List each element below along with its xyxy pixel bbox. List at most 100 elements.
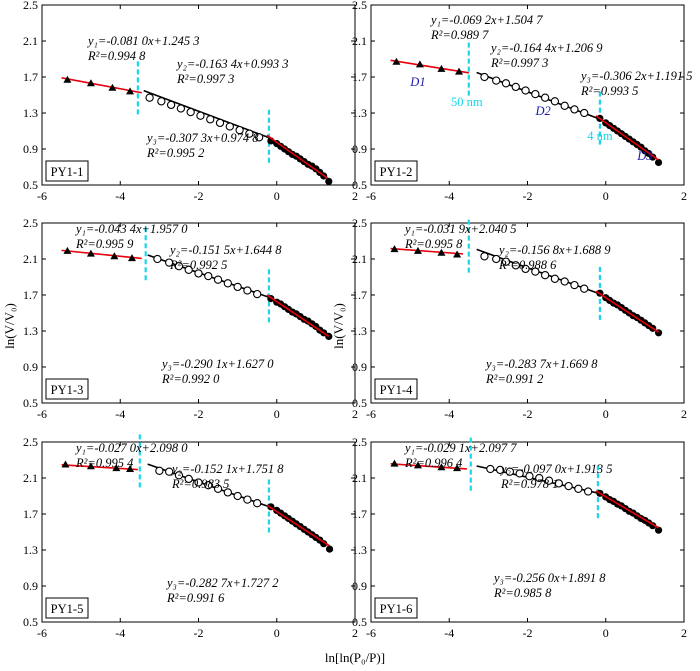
- circle-point: [480, 72, 489, 82]
- y-tick-label: 0.9: [352, 579, 367, 593]
- panel-tag: PY1-4: [380, 383, 413, 397]
- y-tick-label: 0.9: [23, 579, 38, 593]
- circle-point: [580, 284, 589, 293]
- x-tick-label: 2: [352, 189, 358, 203]
- fit-line-3-overlay: [595, 115, 660, 161]
- y-tick-label: 1.7: [23, 288, 38, 302]
- triangle-point: [437, 463, 446, 471]
- circle-point: [521, 86, 530, 95]
- circle-point: [204, 271, 213, 281]
- circle-point: [511, 82, 520, 92]
- circle-point: [194, 478, 203, 487]
- triangle-point: [108, 83, 117, 91]
- y-tick-label: 1.3: [23, 543, 38, 557]
- circle-point: [486, 464, 495, 474]
- y-tick-label: 1.3: [352, 106, 367, 120]
- circle-point: [531, 267, 540, 276]
- circle-point: [501, 79, 511, 88]
- y-tick-label: 0.5: [23, 396, 38, 410]
- triangle-point: [126, 87, 135, 95]
- fit-r2-3: R²=0.993 5: [580, 84, 638, 98]
- circle-point: [206, 115, 215, 124]
- panel-tag: PY1-3: [51, 383, 84, 397]
- x-tick-label: 0: [603, 626, 609, 640]
- circle-point: [580, 108, 589, 118]
- triangle-point: [453, 464, 462, 472]
- y-axis-label-left: ln(V/V₀): [2, 303, 17, 349]
- triangle-point: [63, 246, 72, 254]
- circle-point: [176, 104, 186, 113]
- circle-point: [174, 262, 184, 271]
- filled-point: [654, 158, 663, 167]
- panel-tag-box: [374, 378, 418, 400]
- circle-point: [511, 261, 520, 270]
- x-tick-label: -6: [37, 407, 47, 421]
- fit-equation-2: y₂=-0.156 8x+1.688 9: [497, 243, 611, 257]
- triangle-point: [126, 465, 135, 472]
- x-tick-label: -2: [523, 189, 533, 203]
- circle-point: [531, 89, 540, 99]
- circle-point: [223, 488, 232, 497]
- filled-point: [325, 545, 334, 553]
- fit-equation-2: y₂=-0.164 4x+1.206 9: [489, 41, 603, 55]
- triangle-point: [63, 75, 72, 83]
- x-tick-label: -6: [366, 407, 376, 421]
- circle-point: [480, 252, 489, 261]
- circle-point: [165, 258, 174, 267]
- panel-tag-box: [45, 160, 89, 182]
- fit-r2-2: R²=0.997 3: [490, 56, 548, 70]
- x-tick-label: 2: [352, 407, 358, 421]
- y-tick-label: 0.9: [352, 142, 367, 156]
- filled-point: [320, 540, 328, 548]
- circle-point: [492, 254, 501, 264]
- circle-point: [145, 93, 154, 102]
- fit-r2-1: R²=0.994 8: [87, 49, 146, 63]
- panel-py1-4: 0.5 0.9 1.3 1.7 2.1 2.5 -6 -4 -2 0 2 y₁=-0.031 9x+2…: [352, 216, 687, 421]
- panel-tag-box: [374, 160, 418, 182]
- y-tick-label: 2.1: [352, 252, 367, 266]
- y-tick-label: 0.5: [352, 615, 367, 629]
- panel-tag: PY1-1: [51, 165, 84, 179]
- fit-r2-2: R²=0.988 6: [498, 258, 557, 272]
- fit-r2-1: R²=0.995 9: [75, 237, 134, 251]
- x-tick-label: 0: [274, 189, 280, 203]
- y-tick-label: 0.5: [352, 178, 367, 192]
- fit-line-1: [390, 463, 467, 470]
- circle-point: [157, 97, 166, 106]
- circle-point: [184, 265, 193, 274]
- circle-point: [165, 467, 174, 476]
- x-tick-label: 0: [274, 626, 280, 640]
- fit-equation-2: y₂=-0.151 5x+1.644 8: [168, 243, 282, 257]
- x-tick-label: 2: [352, 626, 358, 640]
- triangle-point: [413, 246, 422, 254]
- circle-point: [574, 484, 583, 493]
- circle-point: [505, 467, 515, 476]
- fit-line-1: [390, 247, 464, 255]
- y-tick-label: 2.1: [352, 34, 367, 48]
- circle-point: [554, 479, 563, 488]
- y-tick-label: 0.9: [23, 142, 38, 156]
- circle-point: [243, 286, 252, 295]
- fit-line-3-overlay: [266, 134, 329, 179]
- circle-point: [174, 471, 184, 480]
- triangle-point: [390, 245, 399, 253]
- fit-equation-3: y₃=-0.282 7x+1.727 2: [165, 576, 278, 590]
- fit-line-3-overlay: [595, 290, 660, 333]
- panel-py1-6: 0.5 0.9 1.3 1.7 2.1 2.5 -6 -4 -2 0 2 y₁=-0.029 1x+2…: [352, 435, 687, 640]
- fit-r2-2: R²=0.997 3: [176, 72, 234, 86]
- triangle-point: [127, 254, 136, 262]
- y-tick-label: 1.7: [23, 507, 38, 521]
- y-axis-label-right: ln(V/V₀): [331, 303, 346, 349]
- circle-point: [254, 133, 264, 142]
- circle-point: [245, 129, 254, 138]
- circle-point: [235, 125, 244, 135]
- panel-tag: PY1-2: [380, 165, 413, 179]
- y-tick-label: 2.1: [23, 252, 38, 266]
- filled-point: [654, 526, 663, 534]
- circle-point: [196, 111, 205, 120]
- circle-point: [225, 122, 234, 131]
- x-tick-label: -2: [194, 407, 204, 421]
- triangle-point: [61, 460, 70, 468]
- panel-tag: PY1-5: [51, 602, 84, 616]
- circle-point: [253, 289, 262, 299]
